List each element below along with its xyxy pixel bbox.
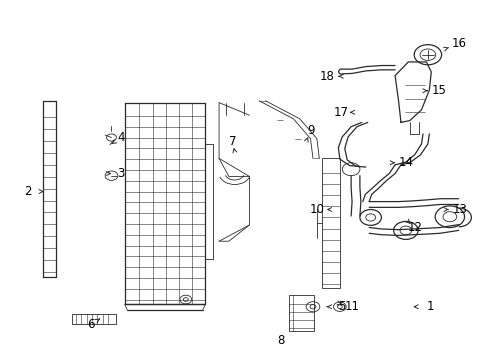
Bar: [72, 314, 116, 324]
Text: 15: 15: [431, 84, 446, 97]
Bar: [288, 295, 313, 331]
Bar: [321, 158, 340, 288]
Text: 7: 7: [228, 135, 236, 148]
Text: 6: 6: [86, 318, 94, 331]
Text: 4: 4: [117, 131, 125, 144]
Text: 2: 2: [24, 185, 32, 198]
Text: 11: 11: [344, 300, 359, 313]
Text: 9: 9: [306, 124, 314, 137]
Text: 10: 10: [309, 203, 324, 216]
Text: 5: 5: [338, 300, 346, 313]
Text: 12: 12: [407, 221, 421, 234]
Text: 3: 3: [117, 167, 125, 180]
Text: 17: 17: [333, 106, 348, 119]
Text: 8: 8: [277, 334, 285, 347]
Text: 13: 13: [451, 203, 466, 216]
Text: 1: 1: [426, 300, 433, 313]
Text: 16: 16: [451, 37, 466, 50]
Text: 14: 14: [398, 156, 412, 169]
Text: 18: 18: [319, 70, 333, 83]
